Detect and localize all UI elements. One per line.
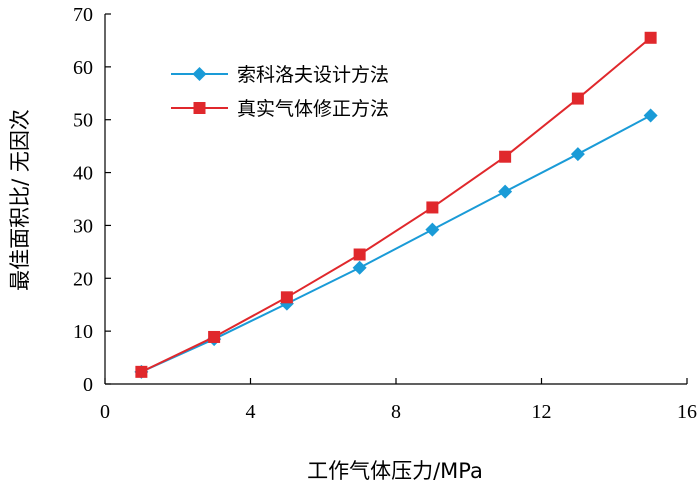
data-point-real-gas xyxy=(644,31,657,44)
y-tick-label: 10 xyxy=(73,321,93,343)
x-axis-title: 工作气体压力/MPa xyxy=(307,459,483,483)
y-tick-label: 60 xyxy=(73,57,93,79)
x-tick-label: 8 xyxy=(391,401,401,423)
series-line-sokolov xyxy=(140,114,652,373)
legend-item-real-gas: 真实气体修正方法 xyxy=(171,98,389,120)
data-point-real-gas xyxy=(426,201,439,214)
x-tick-label: 12 xyxy=(532,401,552,423)
data-point-sokolov xyxy=(425,222,440,237)
legend-label-sokolov: 索科洛夫设计方法 xyxy=(237,64,389,86)
data-point-sokolov xyxy=(498,184,513,199)
tick-labels: 0 10 20 30 40 50 60 70 0 4 8 12 16 xyxy=(73,4,697,423)
axes xyxy=(104,13,688,385)
data-point-real-gas xyxy=(499,150,512,163)
data-point-sokolov xyxy=(570,147,585,162)
x-tick-label: 16 xyxy=(677,401,697,423)
x-tick-label: 0 xyxy=(100,401,110,423)
y-tick-label: 30 xyxy=(73,215,93,237)
data-point-real-gas xyxy=(135,365,148,378)
data-point-sokolov xyxy=(643,108,658,123)
legend-marker-real-gas xyxy=(193,102,206,114)
series-real-gas xyxy=(135,31,657,378)
data-point-real-gas xyxy=(280,291,293,304)
y-axis-title: 最佳面积比/ 无因次 xyxy=(8,109,32,291)
plot-area xyxy=(134,31,658,379)
y-tick-label: 50 xyxy=(73,110,93,132)
legend-item-sokolov: 索科洛夫设计方法 xyxy=(171,64,389,86)
data-point-real-gas xyxy=(208,330,221,343)
data-point-real-gas xyxy=(353,248,366,261)
legend-label-real-gas: 真实气体修正方法 xyxy=(237,98,389,120)
series-line-real-gas xyxy=(140,37,652,373)
x-tick-label: 4 xyxy=(246,401,256,423)
y-tick-label: 0 xyxy=(83,374,93,396)
data-point-sokolov xyxy=(352,260,367,275)
y-tick-label: 20 xyxy=(73,268,93,290)
data-point-real-gas xyxy=(571,92,584,105)
y-tick-label: 70 xyxy=(73,4,93,26)
legend-marker-sokolov xyxy=(192,67,207,81)
y-tick-label: 40 xyxy=(73,163,93,185)
